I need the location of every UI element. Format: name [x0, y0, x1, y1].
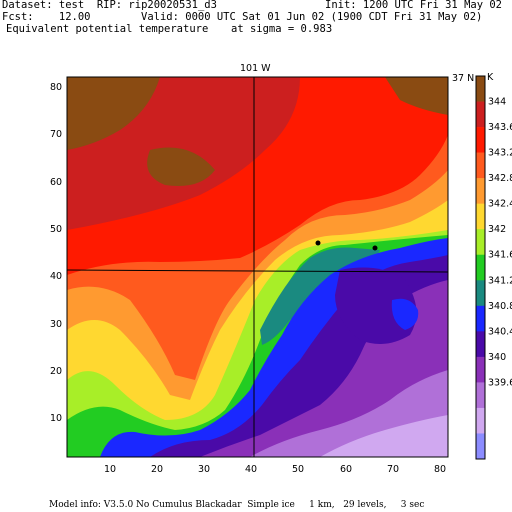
colorbar-swatch [476, 229, 485, 256]
colorbar-label: 344 [488, 97, 506, 108]
colorbar-label: 342.4 [488, 199, 512, 210]
header-level: at sigma = 0.983 [231, 23, 333, 35]
colorbar-swatch [476, 331, 485, 358]
field-blue-blob [391, 298, 419, 330]
header-valid: Valid: 0000 UTC Sat 01 Jun 02 (1900 CDT … [141, 11, 483, 23]
field-brown-nw2 [147, 147, 215, 186]
colorbar-swatch [476, 101, 485, 128]
x-tick-label: 80 [434, 464, 446, 475]
colorbar-label: 340 [488, 352, 506, 363]
field-brown-ne [385, 77, 448, 115]
colorbar-swatch [476, 127, 485, 153]
colorbar-swatch [476, 280, 485, 307]
colorbar-unit: K [487, 72, 494, 83]
colorbar-swatch [476, 178, 485, 204]
field-brown-nw [67, 77, 160, 150]
colorbar-label: 339.6 [488, 377, 512, 388]
y-tick-label: 80 [50, 82, 62, 93]
station-dot [372, 245, 378, 251]
colorbar-swatch [476, 382, 485, 409]
x-axis: 10 20 30 40 50 60 70 80 [104, 464, 446, 475]
colorbar-label: 341.2 [488, 275, 512, 286]
latitude-line-37n [66, 269, 449, 273]
colorbar-swatch [476, 254, 485, 281]
colorbar-frame [475, 75, 486, 460]
colorbar-label: 342.8 [488, 173, 512, 184]
y-tick-label: 60 [50, 177, 62, 188]
map-frame [66, 76, 449, 458]
y-axis: 10 20 30 40 50 60 70 80 [50, 82, 62, 424]
colorbar-swatch [476, 76, 485, 102]
colorbar-swatch [476, 152, 485, 179]
y-tick-label: 10 [50, 413, 62, 424]
colorbar-label: 340.8 [488, 301, 512, 312]
station-dot [315, 240, 321, 246]
x-tick-label: 70 [387, 464, 399, 475]
colorbar-swatch [476, 305, 485, 332]
contour-field [67, 77, 448, 457]
colorbar-swatch [476, 407, 485, 434]
field-purple-blob [335, 267, 417, 344]
header-dataset: Dataset: test RIP: rip20020531_d3 [2, 0, 217, 11]
y-tick-label: 50 [50, 224, 62, 235]
field-lavender [320, 415, 448, 457]
colorbar: 344 343.6 343.2 342.8 342.4 342 341.6 341.2 340.… [475, 75, 512, 460]
latitude-label: 37 N [452, 73, 474, 84]
x-tick-label: 50 [292, 464, 304, 475]
longitude-label: 101 W [240, 63, 271, 74]
header-fcst: Fcst: 12.00 [2, 11, 91, 23]
colorbar-swatch [476, 433, 485, 460]
colorbar-label: 340.4 [488, 326, 512, 337]
colorbar-swatch [476, 203, 485, 230]
header-field: Equivalent potential temperature [6, 23, 209, 35]
colorbar-label: 341.6 [488, 250, 512, 261]
x-tick-label: 10 [104, 464, 116, 475]
header-init: Init: 1200 UTC Fri 31 May 02 [325, 0, 503, 11]
x-tick-label: 60 [340, 464, 352, 475]
y-tick-label: 40 [50, 271, 62, 282]
x-tick-label: 20 [151, 464, 163, 475]
x-tick-label: 40 [245, 464, 257, 475]
y-tick-label: 20 [50, 366, 62, 377]
model-info: Model info: V3.5.0 No Cumulus Blackadar … [49, 500, 425, 510]
x-tick-label: 30 [198, 464, 210, 475]
colorbar-label: 342 [488, 224, 506, 235]
colorbar-label: 343.6 [488, 122, 512, 133]
y-tick-label: 30 [50, 319, 62, 330]
y-tick-label: 70 [50, 129, 62, 140]
colorbar-label: 343.2 [488, 148, 512, 159]
colorbar-swatch [476, 356, 485, 383]
